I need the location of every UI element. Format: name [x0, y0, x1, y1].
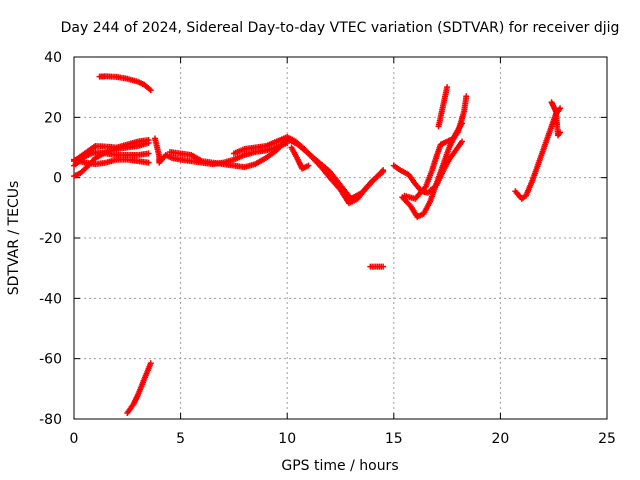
data-series-arc-a — [96, 73, 154, 94]
data-point-run — [372, 168, 385, 181]
y-tick-label: 0 — [53, 171, 62, 187]
data-point-run — [83, 149, 97, 159]
data-point-run — [157, 153, 168, 165]
data-point-run — [413, 182, 424, 193]
data-point — [305, 162, 312, 169]
data-series-arc-b — [124, 360, 154, 416]
data-point-run — [455, 110, 467, 134]
data-point-run — [364, 177, 377, 190]
data-point-run — [83, 144, 97, 156]
data-point — [145, 136, 152, 143]
data-point-run — [406, 173, 418, 186]
data-point — [380, 167, 387, 174]
data-point-run — [328, 176, 343, 192]
axis-ticks: 0 5 10 15 20 25 -80 -60 -40 -20 0 20 40 — [39, 50, 616, 447]
data-series-arc-i — [230, 133, 387, 207]
data-point-run — [520, 193, 528, 201]
data-point-run — [232, 152, 246, 162]
data-point — [557, 129, 564, 136]
data-point-run — [445, 136, 455, 144]
x-tick-label: 25 — [598, 431, 616, 447]
y-tick-label: -60 — [39, 352, 62, 368]
data-point-run — [285, 134, 298, 144]
data-point-run — [453, 139, 464, 153]
data-point — [463, 93, 470, 100]
data-point-run — [398, 168, 411, 177]
data-point-run — [451, 130, 460, 140]
data-point-run — [461, 95, 470, 113]
data-point — [147, 360, 154, 367]
data-point-run — [72, 170, 82, 179]
data-point-run — [200, 158, 225, 167]
data-point-run — [232, 146, 246, 156]
x-axis-label: GPS time / hours — [281, 458, 398, 474]
data-point-run — [275, 134, 289, 144]
data-point — [147, 87, 154, 94]
data-point-run — [189, 152, 204, 164]
data-series-arc-l — [390, 138, 466, 196]
data-point-run — [319, 165, 332, 180]
data-point-run — [435, 86, 450, 128]
x-tick-label: 0 — [70, 431, 79, 447]
data-point-run — [408, 204, 420, 219]
data-point-run — [264, 148, 279, 160]
data-point-run — [294, 139, 306, 151]
data-point-run — [264, 139, 278, 149]
data-series-arc-n — [401, 93, 470, 202]
y-tick-label: 20 — [44, 110, 62, 126]
data-point — [145, 150, 152, 157]
data-point-run — [125, 402, 136, 415]
x-tick-label: 10 — [278, 431, 296, 447]
data-series-arc-o — [435, 84, 451, 130]
data-point-run — [421, 200, 433, 216]
x-tick-label: 15 — [385, 431, 403, 447]
data-point-run — [302, 147, 315, 160]
data-series-arc-j — [288, 144, 312, 172]
data-series-arc-q — [548, 99, 564, 139]
data-point-run — [78, 165, 89, 175]
data-point-run — [289, 146, 300, 161]
data-point-run — [328, 170, 343, 187]
grid — [74, 57, 607, 419]
data-point-run — [136, 79, 146, 87]
data-marks — [71, 73, 564, 416]
y-axis-label: SDTVAR / TECUs — [6, 181, 22, 296]
y-tick-label: -20 — [39, 231, 62, 247]
data-series-arc-k — [367, 263, 387, 270]
data-point — [380, 263, 387, 270]
data-point-run — [164, 152, 174, 161]
data-point-run — [439, 139, 449, 147]
data-point-run — [72, 154, 87, 168]
data-point-run — [415, 211, 426, 220]
data-point — [557, 105, 564, 112]
data-point-run — [311, 156, 324, 169]
data-point — [145, 159, 152, 166]
data-point-run — [355, 186, 368, 201]
data-series-arc-p — [512, 105, 564, 202]
data-point-run — [98, 73, 108, 80]
x-tick-label: 20 — [491, 431, 509, 447]
data-point-run — [347, 196, 359, 206]
x-tick-label: 5 — [176, 431, 185, 447]
data-point — [459, 138, 466, 145]
data-point-run — [300, 163, 310, 171]
data-point-run — [392, 163, 402, 172]
data-point-run — [400, 195, 413, 209]
y-tick-label: -40 — [39, 291, 62, 307]
chart-title: Day 244 of 2024, Sidereal Day-to-day VTE… — [61, 20, 620, 36]
data-point-run — [413, 185, 428, 201]
data-point — [444, 84, 451, 91]
data-point-run — [142, 82, 153, 93]
data-series-arc-f — [71, 149, 152, 169]
y-tick-label: -80 — [39, 412, 62, 428]
data-point-run — [253, 155, 268, 167]
data-point-run — [447, 149, 458, 162]
y-tick-label: 40 — [44, 50, 62, 66]
